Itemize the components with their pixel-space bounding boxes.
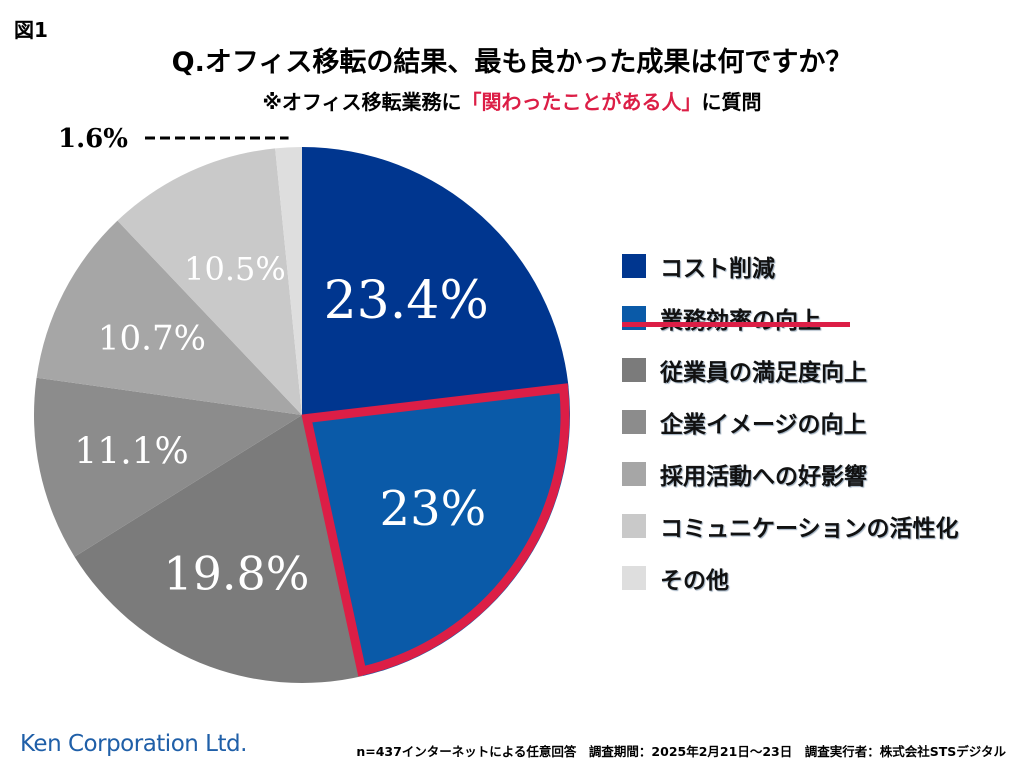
legend-swatch	[622, 410, 646, 434]
legend-swatch	[622, 514, 646, 538]
legend-swatch	[622, 462, 646, 486]
legend-label: その他	[660, 568, 729, 594]
slice-label-5: 10.7%	[98, 319, 206, 359]
company-logo: Ken Corporation Ltd.	[20, 731, 247, 757]
legend-item: 業務効率の向上	[622, 292, 959, 344]
subtitle-highlight: 「関わったことがある人」	[461, 90, 702, 114]
slice-label-2: 23%	[380, 481, 487, 537]
legend-item: コミュニケーションの活性化	[622, 500, 959, 552]
chart-title: Q.オフィス移転の結果、最も良かった成果は何ですか？	[171, 47, 853, 78]
pie-slice-7	[275, 147, 302, 415]
legend-label: 企業イメージの向上	[660, 412, 867, 438]
legend-item: コスト削減	[622, 240, 959, 292]
pie-slice-4	[33, 377, 302, 557]
pie-slice-1	[302, 147, 569, 415]
legend-label: 業務効率の向上	[660, 308, 821, 334]
subtitle-prefix: ※オフィス移転業務に	[262, 90, 462, 114]
pie-slice-3	[74, 415, 363, 683]
legend-swatch	[622, 358, 646, 382]
pie-slice-6	[117, 148, 302, 415]
slice-label-1: 23.4%	[324, 271, 489, 331]
chart-subtitle: ※オフィス移転業務に「関わったことがある人」に質問	[0, 86, 1024, 115]
legend-highlight-underline	[622, 322, 850, 327]
pie-slice-5	[36, 220, 302, 415]
legend-swatch	[622, 566, 646, 590]
legend-swatch	[622, 254, 646, 278]
slice-label-7: 1.6%	[58, 124, 128, 154]
subtitle-suffix: に質問	[701, 90, 762, 114]
legend-label: コスト削減	[660, 256, 775, 282]
legend: コスト削減業務効率の向上従業員の満足度向上 企業イメージの向上 採用活動への好影響コ…	[622, 240, 959, 604]
legend-label: コミュニケーションの活性化	[660, 516, 959, 542]
legend-item: その他	[622, 552, 959, 604]
legend-item: 採用活動への好影響	[622, 448, 959, 500]
survey-footnote: n=437インターネットによる任意回答 調査期間：2025年2月21日〜23日 …	[356, 744, 1006, 759]
highlight-outline	[301, 383, 570, 677]
pie-slice-2	[302, 387, 570, 676]
slice-label-6: 10.5%	[184, 250, 286, 288]
slice-label-3: 19.8%	[163, 547, 309, 601]
figure-label: 図1	[14, 18, 48, 42]
legend-item: 従業員の満足度向上	[622, 344, 959, 396]
legend-item: 企業イメージの向上	[622, 396, 959, 448]
slice-label-4: 11.1%	[74, 432, 188, 473]
legend-label: 採用活動への好影響	[660, 464, 867, 490]
legend-label: 従業員の満足度向上	[660, 360, 867, 386]
